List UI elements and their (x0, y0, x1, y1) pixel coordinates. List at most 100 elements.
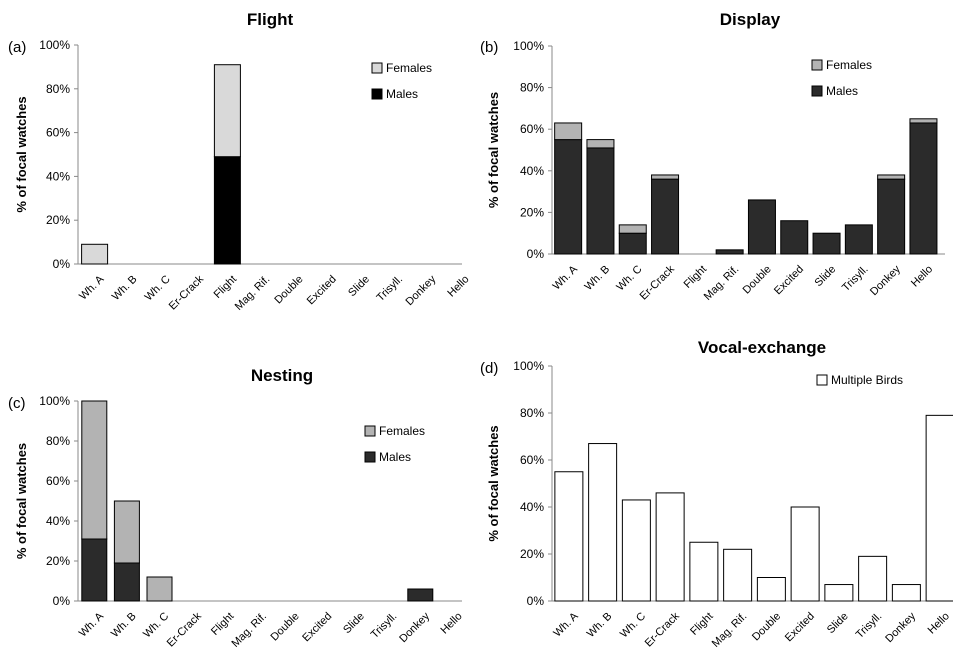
legend-label: Females (386, 61, 432, 75)
x-tick-label: Excited (300, 610, 334, 644)
legend-swatch (364, 451, 376, 463)
bar-multiple-birds (891, 584, 921, 602)
bar-males (618, 232, 647, 255)
y-tick-label: 40% (520, 164, 544, 178)
legend-swatch (364, 425, 376, 437)
x-tick-label: Wh. A (77, 273, 107, 303)
y-tick-label: 100% (39, 394, 70, 408)
y-tick-label: 80% (520, 406, 544, 420)
x-tick-label: Double (269, 610, 302, 643)
x-tick-label: Excited (305, 273, 339, 307)
x-tick-label: Wh. B (583, 263, 613, 293)
x-tick-label: Double (272, 273, 305, 306)
x-tick-label: Excited (772, 263, 806, 297)
x-tick-label: Donkey (404, 273, 439, 308)
bar-males (780, 220, 809, 255)
x-tick-label: Hello (445, 273, 471, 299)
x-tick-label: Excited (783, 610, 817, 644)
bar-males (113, 562, 140, 602)
y-tick-label: 100% (513, 39, 544, 53)
y-tick-label: 60% (46, 474, 70, 488)
x-tick-label: Trisyll. (369, 610, 400, 641)
bar-males (554, 139, 583, 255)
x-tick-label: Mag. Rif. (233, 273, 273, 313)
bar-males (213, 156, 241, 265)
bar-multiple-birds (925, 414, 953, 602)
x-tick-label: Wh. C (618, 610, 648, 640)
x-tick-label: Er-Crack (638, 263, 678, 303)
legend-label: Males (379, 450, 411, 464)
y-tick-label: 40% (46, 169, 70, 183)
x-tick-label: Er-Crack (167, 273, 207, 313)
bar-males (586, 147, 615, 255)
bar-multiple-birds (858, 555, 888, 602)
legend-label: Males (826, 84, 858, 98)
x-tick-label: Wh. C (614, 263, 644, 293)
bar-multiple-birds (824, 584, 854, 602)
x-tick-label: Slide (346, 273, 372, 299)
bar-females (213, 64, 241, 158)
y-tick-label: 20% (46, 554, 70, 568)
bar-females (877, 174, 906, 180)
panel-label: (c) (8, 395, 26, 412)
bar-multiple-birds (689, 541, 719, 602)
x-tick-label: Mag. Rif. (702, 263, 742, 303)
x-tick-label: Wh. B (110, 273, 140, 303)
y-tick-label: 60% (520, 453, 544, 467)
x-tick-label: Slide (813, 263, 839, 289)
y-tick-label: 0% (527, 247, 545, 261)
x-tick-label: Wh. C (143, 273, 173, 303)
panel-label: (b) (480, 39, 498, 56)
x-tick-label: Flight (209, 610, 237, 638)
panel-d: Vocal-exchange (d) % of focal watches 0% 20%… (480, 338, 953, 650)
legend-label: Multiple Birds (831, 373, 903, 387)
x-tick-label: Wh. A (551, 610, 581, 640)
y-tick-label: 60% (46, 126, 70, 140)
bar-multiple-birds (588, 443, 618, 602)
bar-males (747, 199, 776, 255)
bar-females (618, 224, 647, 234)
y-tick-label: 60% (520, 122, 544, 136)
x-tick-label: Trisyll. (854, 610, 885, 641)
y-tick-label: 100% (39, 38, 70, 52)
bar-males (812, 232, 841, 255)
x-tick-label: Wh. B (585, 610, 615, 640)
y-tick-label: 40% (46, 514, 70, 528)
bar-females (651, 174, 680, 180)
bar-males (651, 178, 680, 255)
x-tick-label: Slide (341, 610, 367, 636)
y-tick-label: 40% (520, 500, 544, 514)
x-tick-label: Flight (682, 263, 710, 291)
x-tick-label: Flight (212, 273, 240, 301)
chart-title: Nesting (251, 366, 313, 385)
x-tick-label: Hello (909, 263, 935, 289)
bar-males (715, 249, 744, 255)
x-tick-label: Wh. C (141, 610, 171, 640)
bar-females (909, 118, 938, 124)
bar-females (81, 400, 108, 540)
bar-females (554, 122, 583, 141)
bar-multiple-birds (790, 506, 820, 602)
y-axis-label: % of focal watches (14, 96, 29, 212)
x-tick-label: Donkey (397, 610, 432, 645)
x-tick-label: Donkey (883, 610, 918, 645)
x-tick-label: Flight (688, 610, 716, 638)
panel-a: Flight (a) % of focal watches 0% 20% 40% 60% 80… (8, 10, 472, 313)
y-axis-label: % of focal watches (14, 443, 29, 559)
bar-multiple-birds (723, 548, 753, 602)
x-tick-label: Wh. B (109, 610, 139, 640)
x-tick-label: Double (741, 263, 774, 296)
y-tick-label: 0% (53, 257, 71, 271)
legend-swatch (371, 62, 383, 74)
chart-title: Display (720, 10, 781, 29)
x-tick-label: Wh. A (77, 610, 107, 640)
y-tick-label: 80% (46, 434, 70, 448)
x-tick-label: Wh. A (551, 263, 581, 293)
x-tick-label: Slide (825, 610, 851, 636)
y-axis-label: % of focal watches (486, 425, 501, 541)
y-tick-label: 20% (46, 213, 70, 227)
legend-swatch (811, 85, 823, 97)
bar-females (586, 139, 615, 149)
bar-males (877, 178, 906, 255)
